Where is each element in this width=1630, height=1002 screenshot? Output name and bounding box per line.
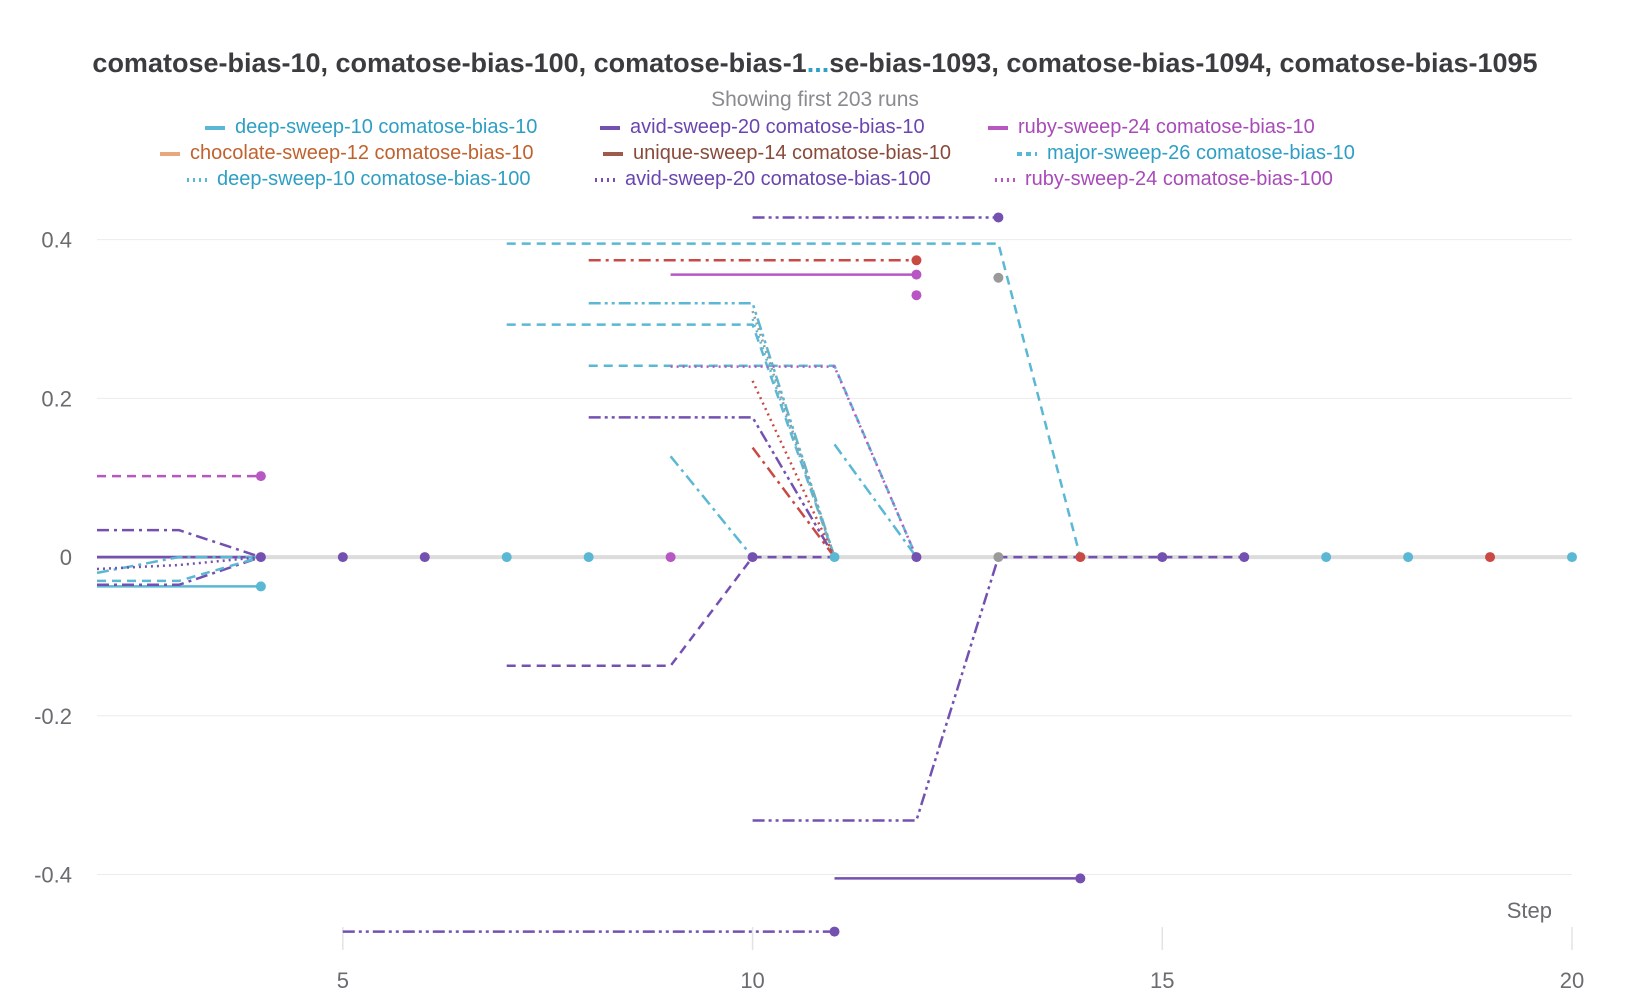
series-line	[506, 555, 835, 668]
chart-subtitle: Showing first 203 runs	[711, 88, 919, 111]
data-point	[1157, 552, 1168, 563]
data-point	[1075, 873, 1086, 884]
legend-swatch-icon	[600, 125, 620, 130]
data-point	[911, 552, 922, 563]
legend-swatch-icon	[603, 151, 623, 156]
series-line	[97, 555, 262, 583]
data-point	[993, 552, 1004, 563]
legend-swatch-icon	[1017, 151, 1037, 156]
data-point	[337, 552, 348, 563]
y-axis: -0.4 -0.2 0 0.2 0.4	[34, 228, 72, 888]
series-line	[97, 528, 262, 559]
legend-item[interactable]: ruby-sweep-24 comatose-bias-100	[995, 168, 1333, 191]
data-point	[255, 552, 266, 563]
series-line	[751, 446, 836, 558]
data-point	[993, 272, 1004, 283]
legend: deep-sweep-10 comatose-bias-10 avid-swee…	[0, 116, 1630, 192]
legend-label: ruby-sweep-24 comatose-bias-10	[1018, 116, 1315, 138]
data-point	[911, 290, 922, 301]
series-line	[588, 364, 918, 558]
legend-label: avid-sweep-20 comatose-bias-10	[630, 116, 925, 138]
legend-item[interactable]: deep-sweep-10 comatose-bias-10	[205, 116, 537, 139]
x-axis: 5 10 15 20	[337, 927, 1584, 993]
x-axis-label: Step	[1506, 898, 1552, 923]
data-point	[911, 255, 922, 266]
legend-label: major-sweep-26 comatose-bias-10	[1047, 142, 1355, 164]
data-point	[1403, 552, 1414, 563]
legend-item[interactable]: deep-sweep-10 comatose-bias-100	[187, 168, 531, 191]
legend-swatch-icon	[988, 125, 1008, 130]
data-point	[1321, 552, 1332, 563]
series-line	[751, 380, 836, 558]
title-ellipsis[interactable]: ...	[806, 48, 830, 78]
legend-item[interactable]: chocolate-sweep-12 comatose-bias-10	[160, 142, 534, 165]
series-line	[588, 301, 836, 558]
x-tick-label: 15	[1150, 968, 1174, 993]
data-point	[993, 212, 1004, 223]
data-point	[255, 581, 266, 592]
legend-label: unique-sweep-14 comatose-bias-10	[633, 142, 951, 164]
chart-title-right: se-bias-1093, comatose-bias-1094, comato…	[829, 48, 1538, 78]
chart-title-left: comatose-bias-10, comatose-bias-100, com…	[92, 48, 807, 78]
series-line	[833, 443, 918, 558]
legend-item[interactable]: unique-sweep-14 comatose-bias-10	[603, 142, 951, 165]
data-point	[1485, 552, 1496, 563]
series-line	[97, 555, 262, 587]
y-tick-label: 0.4	[41, 228, 72, 253]
legend-swatch-icon	[160, 151, 180, 156]
series-line	[752, 556, 1000, 822]
data-point	[829, 926, 840, 937]
series-line	[506, 323, 836, 558]
data-point	[829, 552, 840, 563]
y-tick-label: 0.2	[41, 386, 72, 411]
data-point	[255, 471, 266, 482]
legend-item[interactable]: ruby-sweep-24 comatose-bias-10	[988, 116, 1315, 139]
series-line	[588, 416, 836, 558]
x-tick-label: 20	[1560, 968, 1584, 993]
x-tick-label: 5	[337, 968, 349, 993]
data-point	[747, 552, 758, 563]
data-point	[1075, 552, 1086, 563]
data-point	[1239, 552, 1250, 563]
legend-item[interactable]: avid-sweep-20 comatose-bias-10	[600, 116, 925, 139]
series-line	[506, 242, 1082, 558]
series-lines	[96, 216, 1245, 933]
series-markers	[255, 212, 1577, 937]
data-point	[583, 552, 594, 563]
legend-label: chocolate-sweep-12 comatose-bias-10	[190, 142, 534, 164]
series-line	[96, 555, 261, 575]
data-point	[1567, 552, 1577, 563]
legend-item[interactable]: major-sweep-26 comatose-bias-10	[1017, 142, 1355, 165]
series-line	[670, 365, 918, 558]
legend-label: avid-sweep-20 comatose-bias-100	[625, 168, 931, 190]
series-line	[669, 455, 754, 558]
x-tick-label: 10	[740, 968, 764, 993]
legend-swatch-icon	[205, 125, 225, 130]
data-point	[419, 552, 430, 563]
legend-label: deep-sweep-10 comatose-bias-10	[235, 116, 538, 138]
data-point	[501, 552, 512, 563]
legend-label: ruby-sweep-24 comatose-bias-100	[1025, 168, 1333, 190]
series-line	[751, 310, 836, 558]
legend-item[interactable]: avid-sweep-20 comatose-bias-100	[595, 168, 931, 191]
y-tick-label: -0.4	[34, 862, 72, 887]
data-point	[911, 269, 922, 280]
data-point	[665, 552, 676, 563]
chart-title: comatose-bias-10, comatose-bias-100, com…	[0, 48, 1630, 79]
y-tick-label: 0	[60, 545, 72, 570]
y-tick-label: -0.2	[34, 704, 72, 729]
legend-label: deep-sweep-10 comatose-bias-100	[217, 168, 531, 190]
